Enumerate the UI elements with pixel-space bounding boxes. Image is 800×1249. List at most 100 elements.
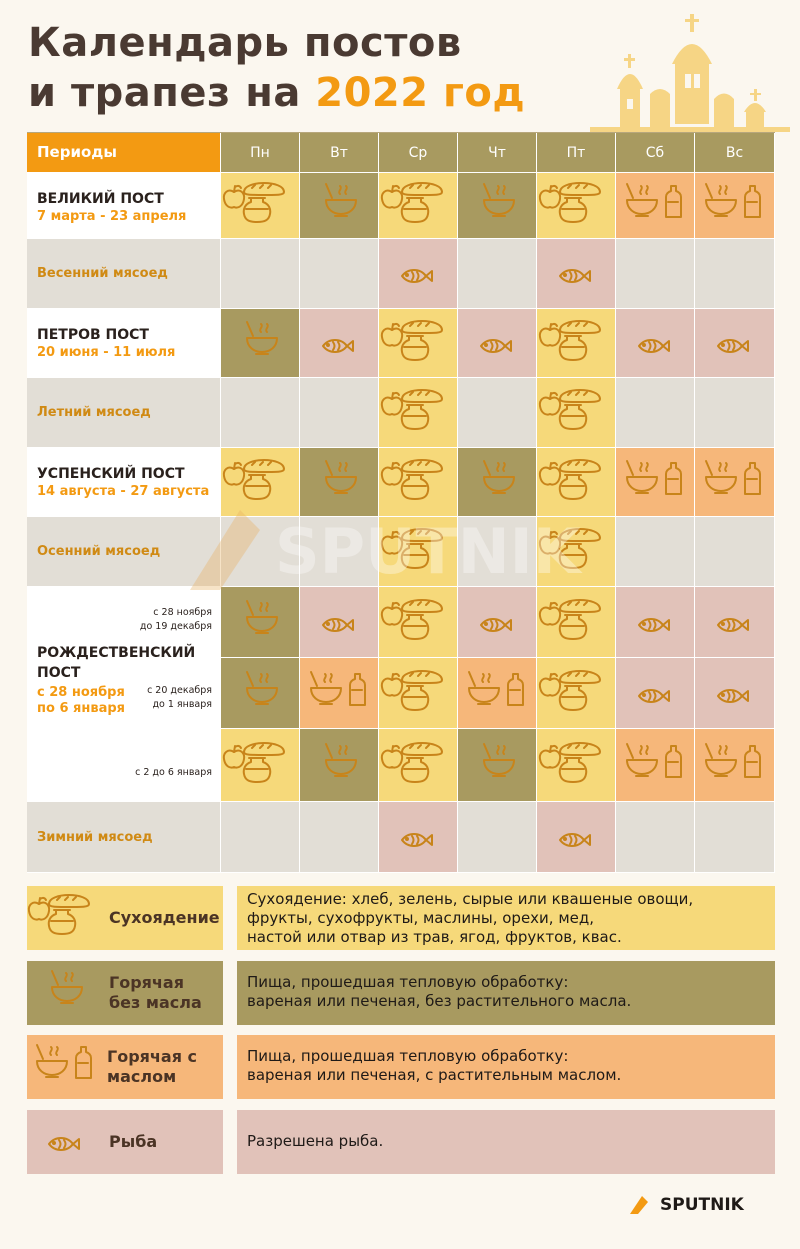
hot-bowl-oil-icon bbox=[467, 670, 524, 706]
meal-cell-dry bbox=[537, 729, 616, 802]
dry-food-icon bbox=[538, 182, 601, 223]
legend-description: Сухоядение: хлеб, зелень, сырые или кваш… bbox=[237, 886, 775, 950]
legend-row: Сухоядение Сухоядение: хлеб, зелень, сыры… bbox=[27, 886, 775, 950]
day-header: Пн bbox=[221, 133, 300, 173]
meal-cell-dry bbox=[537, 587, 616, 658]
hot-bowl-icon bbox=[482, 459, 515, 494]
meal-cell-none bbox=[300, 802, 379, 873]
fish-icon bbox=[558, 269, 591, 283]
day-header: Вт bbox=[300, 133, 379, 173]
legend-description-line: Сухоядение: хлеб, зелень, сырые или кваш… bbox=[247, 890, 694, 908]
meal-cell-fish bbox=[616, 309, 695, 378]
legend-description-line: настой или отвар из трав, ягод, фруктов,… bbox=[247, 928, 622, 946]
period-label: ПЕТРОВ ПОСТ 20 июня - 11 июля bbox=[27, 309, 221, 378]
meal-cell-fish bbox=[300, 309, 379, 378]
period-label: УСПЕНСКИЙ ПОСТ 14 августа - 27 августа bbox=[27, 448, 221, 517]
dry-food-icon bbox=[380, 528, 443, 569]
meal-cell-none bbox=[616, 378, 695, 448]
fish-icon bbox=[479, 338, 512, 353]
meal-cell-none bbox=[458, 517, 537, 587]
fish-icon bbox=[321, 617, 354, 632]
christmas-fast-label: РОЖДЕСТВЕНСКИЙ ПОСТ с 28 ноября по 6 января… bbox=[27, 587, 221, 802]
meal-cell-fish bbox=[695, 587, 775, 658]
dry-food-icon bbox=[538, 598, 601, 640]
meal-cell-hot bbox=[221, 587, 300, 658]
meal-cell-none bbox=[616, 239, 695, 309]
day-header: Пт bbox=[537, 133, 616, 173]
meal-cell-dry bbox=[221, 448, 300, 517]
church-illustration bbox=[590, 14, 790, 132]
legend-row: Горячая без масла Пища, прошедшая тепловую… bbox=[27, 961, 775, 1025]
meal-cell-oil bbox=[458, 658, 537, 729]
meal-cell-hot bbox=[300, 729, 379, 802]
meal-cell-fish bbox=[379, 802, 458, 873]
hot-bowl-oil-icon bbox=[625, 459, 682, 495]
meal-cell-none bbox=[616, 517, 695, 587]
meal-cell-none bbox=[221, 239, 300, 309]
legend-description-line: фрукты, сухофрукты, маслины, орехи, мед, bbox=[247, 909, 595, 927]
dry-food-icon bbox=[538, 458, 601, 500]
subperiod-1-start: с 28 ноября bbox=[153, 607, 212, 618]
meal-cell-dry bbox=[379, 587, 458, 658]
meal-cell-fish bbox=[300, 587, 379, 658]
brand-text: SPUTNIK bbox=[660, 1195, 744, 1215]
meal-cell-fish bbox=[695, 309, 775, 378]
dry-food-icon bbox=[222, 741, 285, 783]
legend-description-line: вареная или печеная, с растительным масл… bbox=[247, 1066, 622, 1084]
meat-period-name: Летний мясоед bbox=[37, 405, 151, 420]
meal-cell-dry bbox=[537, 173, 616, 239]
meal-cell-fish bbox=[537, 802, 616, 873]
meal-cell-none bbox=[458, 239, 537, 309]
meal-cell-oil bbox=[616, 173, 695, 239]
hot-bowl-oil-icon bbox=[36, 1044, 92, 1079]
legend-swatch: Горячая с маслом bbox=[27, 1035, 223, 1099]
dry-food-icon bbox=[538, 528, 601, 569]
hot-bowl-icon bbox=[482, 183, 515, 217]
sputnik-watermark: SPUTNIK bbox=[190, 510, 583, 590]
fish-icon bbox=[48, 1137, 80, 1151]
hot-bowl-oil-icon bbox=[625, 183, 682, 218]
meal-cell-dry bbox=[379, 729, 458, 802]
meal-cell-hot bbox=[458, 173, 537, 239]
meal-cell-oil bbox=[695, 448, 775, 517]
legend-row: Рыба Разрешена рыба. bbox=[27, 1110, 775, 1174]
legend-description: Пища, прошедшая тепловую обработку: варен… bbox=[237, 961, 775, 1025]
meal-cell-fish bbox=[458, 309, 537, 378]
dry-food-icon bbox=[222, 458, 285, 500]
meal-cell-none bbox=[695, 378, 775, 448]
hot-bowl-icon bbox=[51, 970, 83, 1004]
legend-label: Сухоядение bbox=[109, 908, 220, 928]
meal-cell-dry bbox=[537, 378, 616, 448]
day-header: Вс bbox=[695, 133, 775, 173]
fish-icon bbox=[321, 338, 354, 353]
legend-row: Горячая с маслом Пища, прошедшая тепловую … bbox=[27, 1035, 775, 1099]
dry-food-icon bbox=[380, 598, 443, 640]
dry-food-icon bbox=[380, 458, 443, 500]
legend-description-line: Пища, прошедшая тепловую обработку: bbox=[247, 1047, 569, 1065]
fast-dates: 20 июня - 11 июля bbox=[37, 345, 176, 360]
period-label: Осенний мясоед bbox=[27, 517, 221, 587]
hot-bowl-icon bbox=[482, 742, 515, 777]
subperiod-2-start: с 20 декабря bbox=[147, 685, 212, 696]
meal-cell-none bbox=[695, 802, 775, 873]
legend-description: Пища, прошедшая тепловую обработку: варен… bbox=[237, 1035, 775, 1099]
legend-swatch: Сухоядение bbox=[27, 886, 223, 950]
fast-name-2: ПОСТ bbox=[37, 665, 81, 681]
meal-cell-fish bbox=[379, 239, 458, 309]
dry-food-icon bbox=[538, 669, 601, 711]
legend-description-line: Пища, прошедшая тепловую обработку: bbox=[247, 973, 569, 991]
legend-label: Рыба bbox=[109, 1132, 157, 1152]
meal-cell-none bbox=[458, 378, 537, 448]
fish-icon bbox=[637, 617, 670, 632]
meal-cell-fish bbox=[537, 239, 616, 309]
meal-cell-oil bbox=[616, 729, 695, 802]
meal-cell-fish bbox=[695, 658, 775, 729]
hot-bowl-oil-icon bbox=[705, 742, 761, 778]
fish-icon bbox=[558, 832, 591, 847]
meal-cell-none bbox=[221, 517, 300, 587]
fast-dates: 7 марта - 23 апреля bbox=[37, 209, 187, 224]
fish-icon bbox=[637, 338, 670, 353]
meal-cell-hot bbox=[300, 173, 379, 239]
hot-bowl-oil-icon bbox=[625, 742, 682, 778]
hot-bowl-icon bbox=[324, 742, 357, 777]
